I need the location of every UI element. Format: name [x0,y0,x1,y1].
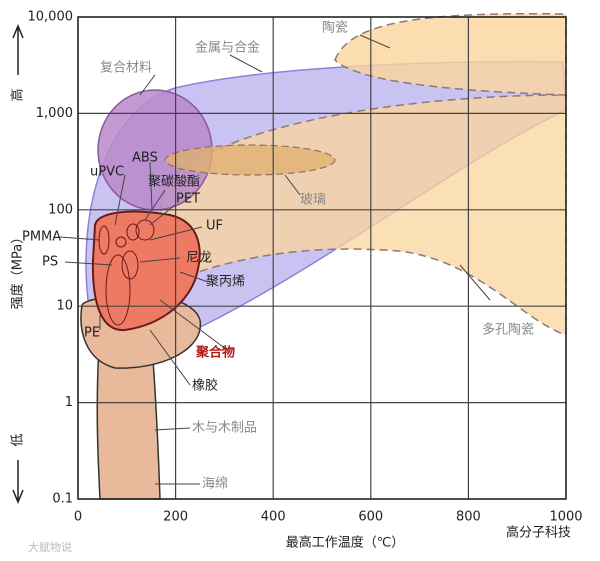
polymer-region [91,210,201,332]
region-label: uPVC [90,165,124,180]
glass-region [164,144,336,176]
grid: 0.1 1 10 100 1,000 10,000 0 200 400 600 800 1000 [28,10,583,525]
region-label: 海绵 [202,477,228,492]
ceramic-region [334,12,567,96]
watermark: 高分子科技 [506,525,571,541]
region-label: 橡胶 [192,378,218,394]
mark [105,254,131,326]
region-label: PE [84,326,100,341]
region-label: 聚丙烯 [206,275,245,290]
regions [80,12,567,500]
region-label: UF [206,219,223,234]
leader [59,34,491,485]
y-axis-label: 强度（MPa） [10,231,26,309]
x-tick-label: 400 [261,510,286,525]
y-tick-label: 10 [56,299,73,314]
region-label: 聚合物 [195,345,235,361]
watermark: 大赋物说 [28,540,72,554]
x-tick-label: 1000 [549,510,582,525]
x-tick-label: 200 [163,510,188,525]
x-tick-label: 800 [456,510,481,525]
region-label: PMMA [22,230,61,245]
region-label: 多孔陶瓷 [482,322,534,338]
region-label: ABS [132,151,158,166]
region-label: PS [42,255,58,270]
region-label: 金属与合金 [195,40,260,56]
y-tick-label: 10,000 [28,10,74,25]
labels: 陶瓷 金属与合金 复合材料 ABS uPVC 聚碳酸酯 PET PMMA UF … [10,20,572,555]
high-label: 高 [10,88,26,101]
x-axis-label: 最高工作温度（℃） [286,535,405,551]
mark [115,236,127,248]
region-label: 玻璃 [300,193,326,208]
region-label: 尼龙 [186,251,212,266]
region-label: 聚碳酸酯 [148,175,200,190]
mark [121,250,139,280]
y-tick-label: 100 [48,202,73,217]
region-label: PET [176,192,200,207]
region-label: 木与木制品 [192,421,257,436]
low-label: 低 [11,433,26,446]
y-tick-label: 0.1 [52,492,73,507]
region-label: 复合材料 [100,61,152,76]
region-label: 陶瓷 [322,20,348,36]
x-tick-label: 600 [358,510,383,525]
x-tick-label: 0 [74,510,82,525]
y-tick-label: 1 [65,395,73,410]
plot-frame [77,16,567,500]
arrow-up [12,24,24,75]
y-tick-label: 1,000 [36,106,73,121]
mark [126,223,140,241]
arrow-down [12,460,24,504]
